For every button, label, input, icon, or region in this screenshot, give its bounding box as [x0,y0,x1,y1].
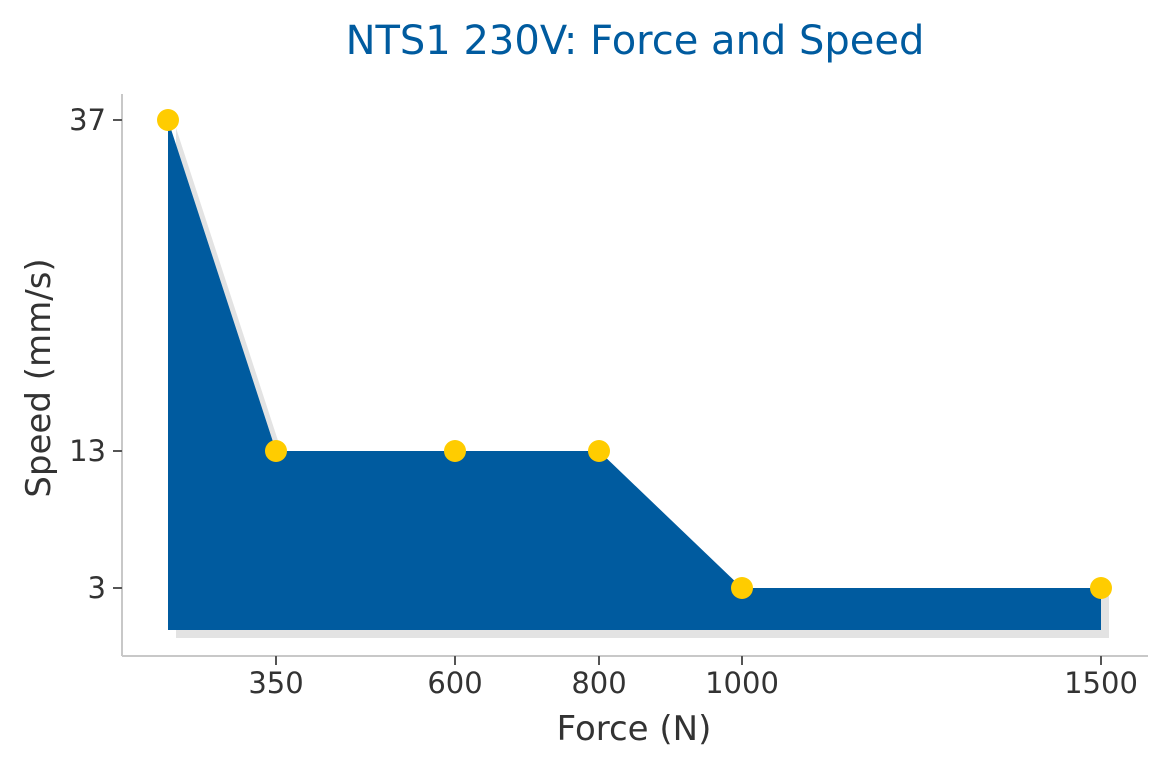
x-tick-label-1000: 1000 [705,666,779,700]
plot-area: 3 13 37 350 600 800 1000 1500 [69,94,1148,700]
data-point-800 [588,440,610,462]
x-tick-label-1500: 1500 [1064,666,1138,700]
y-axis-ticks: 3 13 37 [69,103,122,605]
x-tick-label-350: 350 [248,666,303,700]
x-axis-ticks: 350 600 800 1000 1500 [248,656,1138,700]
x-axis-label: Force (N) [557,709,712,749]
data-markers [157,109,1112,599]
speed-area [168,120,1101,630]
data-point-200 [157,109,179,131]
y-tick-label-13: 13 [69,434,106,468]
x-tick-label-600: 600 [427,666,482,700]
data-point-1000 [731,577,753,599]
data-point-350 [265,440,287,462]
y-tick-label-3: 3 [88,571,106,605]
chart-title: NTS1 230V: Force and Speed [346,18,925,64]
x-tick-label-800: 800 [571,666,626,700]
y-axis-label: Speed (mm/s) [19,258,59,497]
data-point-600 [444,440,466,462]
data-point-1500 [1090,577,1112,599]
y-tick-label-37: 37 [69,103,106,137]
